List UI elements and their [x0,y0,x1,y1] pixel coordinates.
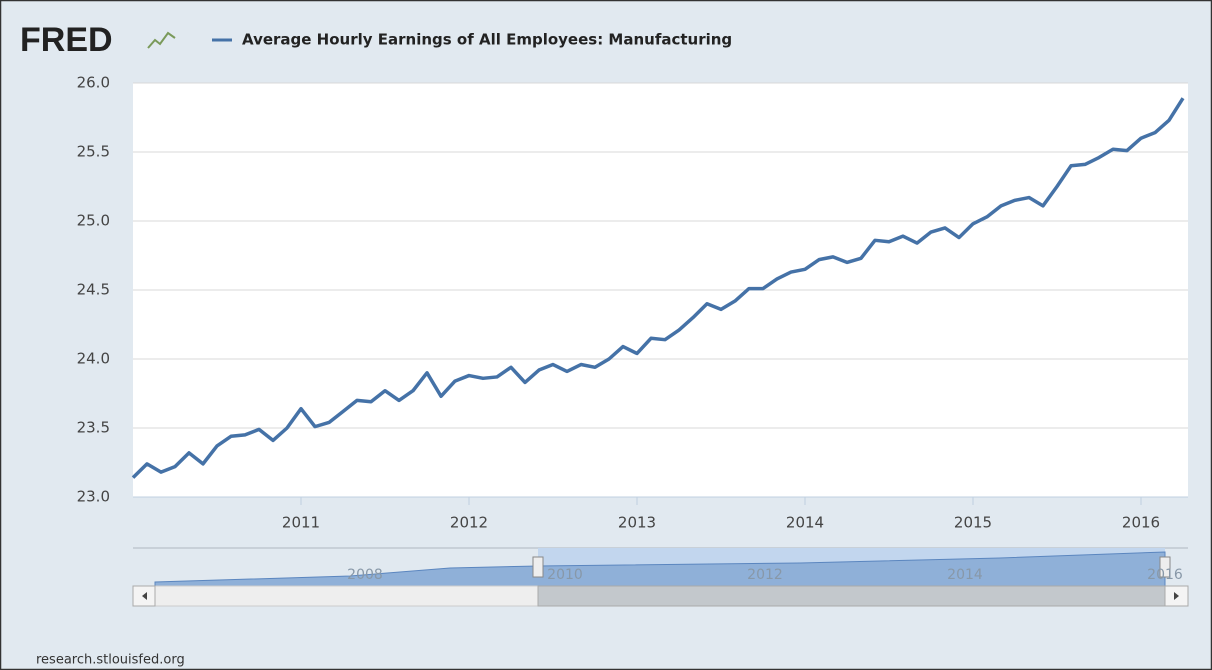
footer: research.stlouisfed.org [36,653,185,668]
legend-label: Average Hourly Earnings of All Employees… [242,31,732,49]
navigator-label: 2008 [347,567,383,583]
navigator-label: 2010 [547,567,583,583]
y-tick-label: 26.0 [77,74,110,92]
navigator-handle [532,556,544,578]
y-tick-label: 24.5 [77,281,110,299]
navigator-label: 2016 [1147,567,1183,583]
y-tick-label: 23.5 [77,419,110,437]
arrow-icon [1174,592,1179,600]
y-tick-label: 24.0 [77,350,110,368]
logo: FRED [20,21,113,59]
logo-icon [147,31,176,49]
x-tick-label: 2015 [954,514,992,532]
x-tick-label: 2016 [1122,514,1160,532]
y-tick-label: 25.0 [77,212,110,230]
x-tick-label: 2014 [786,514,824,532]
arrow-icon [142,592,147,600]
navigator-handle [1159,556,1171,578]
x-tick-label: 2012 [450,514,488,532]
y-tick-label: 25.5 [77,143,110,161]
series-line [131,97,1185,479]
scrollbar-thumb[interactable] [537,585,1166,607]
navigator-label: 2012 [747,567,783,583]
navigator: 2008 2010 2012 2014 2016 [132,547,1189,607]
navigator-label: 2014 [947,567,983,583]
y-tick-label: 23.0 [77,488,110,506]
x-tick-label: 2013 [618,514,656,532]
x-tick-label: 2011 [282,514,320,532]
